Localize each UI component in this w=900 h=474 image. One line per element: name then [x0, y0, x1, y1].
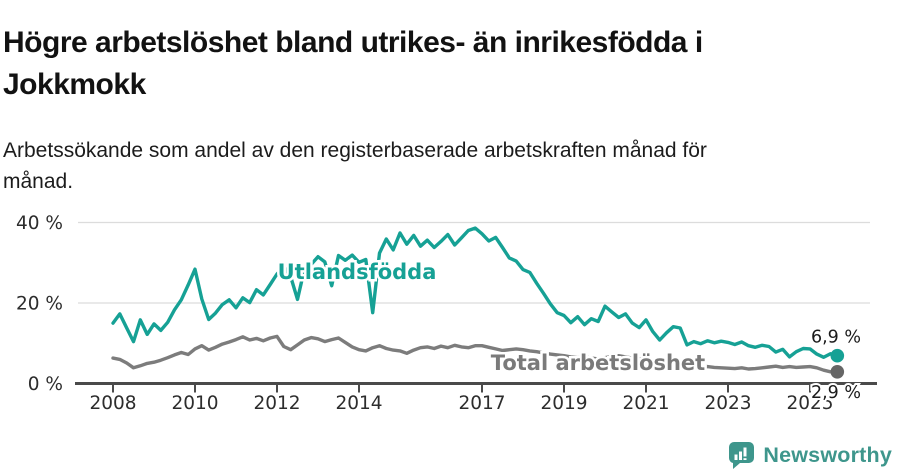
newsworthy-brand-text: Newsworthy: [763, 442, 892, 467]
page-subtitle: Arbetssökande som andel av den registerb…: [3, 139, 707, 193]
x-axis-tick-label: 2023: [704, 393, 751, 414]
end-value-label: 2,9 %: [811, 383, 861, 403]
series-label: Total arbetslöshet: [491, 351, 705, 375]
x-axis-tick-label: 2019: [540, 393, 587, 414]
y-axis-tick-label: 40 %: [16, 213, 63, 234]
y-axis-tick-label: 20 %: [16, 294, 63, 315]
utlandsfodda-line: [111, 226, 839, 359]
page-title: Högre arbetslöshet bland utrikes- än inr…: [3, 26, 703, 102]
end-value-label: 6,9 %: [811, 328, 861, 348]
x-axis-tick-label: 2008: [89, 393, 136, 414]
x-axis-tick-label: 2025: [786, 393, 833, 414]
x-axis-tick-label: 2017: [458, 393, 505, 414]
series-label: Utlandsfödda: [278, 260, 437, 284]
total-arbetsloshet-line: [111, 334, 839, 374]
bar-chart-speech-bubble-icon: [729, 442, 755, 469]
total-arbetsloshet-end-dot: [830, 365, 845, 379]
newsworthy-logo: Newsworthy: [728, 441, 892, 469]
y-axis-tick-label: 0 %: [28, 374, 63, 395]
utlandsfodda-end-dot: [830, 348, 845, 363]
x-axis-tick-label: 2012: [253, 393, 300, 414]
x-axis-tick-label: 2021: [622, 393, 669, 414]
x-axis-tick-label: 2014: [335, 393, 382, 414]
x-axis-tick-label: 2010: [171, 393, 218, 414]
